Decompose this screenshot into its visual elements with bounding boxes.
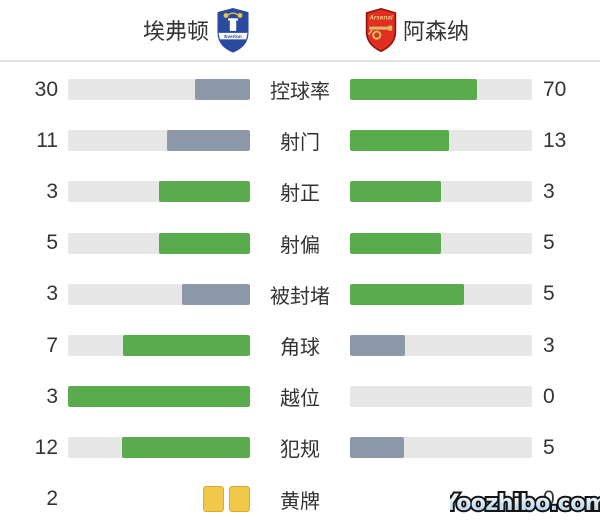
stat-label: 射门	[280, 132, 320, 155]
stat-row-fouls: 12 犯规 5	[0, 422, 600, 473]
home-bar	[68, 386, 250, 408]
home-value: 7	[46, 333, 58, 357]
home-bar-track	[68, 335, 250, 357]
stat-row-shots-off-target: 5 射偏 5	[0, 218, 600, 269]
stat-row-yellow-cards: 2 黄牌 0	[0, 474, 600, 525]
home-team-name: 埃弗顿	[142, 19, 209, 44]
stats-list: 30 控球率 70 11 射门 13 3 射正 3 5 射偏 5 3 被封堵 5…	[0, 62, 600, 525]
home-bar-fill	[68, 386, 250, 408]
away-bar-fill	[350, 232, 441, 254]
away-bar	[350, 335, 532, 357]
home-bar-fill	[195, 79, 250, 101]
away-bar-track	[350, 130, 532, 152]
home-value: 11	[36, 128, 58, 152]
away-bar-fill	[350, 437, 404, 459]
away-bar-track	[350, 335, 532, 357]
home-bar-fill	[122, 335, 250, 357]
stat-label: 黄牌	[280, 490, 320, 513]
home-value: 2	[46, 487, 58, 511]
away-bar	[350, 232, 532, 254]
stat-row-corners: 7 角球 3	[0, 320, 600, 371]
home-bar	[68, 181, 250, 203]
home-bar	[68, 283, 250, 305]
away-bar-fill	[350, 283, 464, 305]
away-team: Arsenal 阿森纳	[364, 0, 469, 60]
away-value: 3	[543, 179, 555, 203]
arsenal-crest-icon: Arsenal	[364, 7, 398, 58]
home-value: 12	[34, 435, 58, 459]
home-bar-fill	[121, 437, 250, 459]
home-bar	[68, 335, 250, 357]
away-bar-fill	[350, 181, 441, 203]
stat-label: 被封堵	[270, 285, 330, 308]
yellow-card-icon	[203, 486, 224, 513]
yellow-card-icon	[229, 486, 250, 513]
away-bar	[350, 437, 532, 459]
away-bar-track	[350, 386, 532, 408]
home-team: 埃弗顿 Everton	[143, 0, 252, 60]
away-value: 5	[543, 231, 555, 255]
stat-row-possession: 30 控球率 70	[0, 64, 600, 115]
home-bar-track	[68, 437, 250, 459]
everton-crest-text: Everton	[224, 33, 242, 38]
stat-label: 角球	[280, 337, 320, 360]
home-value: 5	[46, 231, 58, 255]
stat-label: 犯规	[280, 439, 320, 462]
watermark-text: Yoozhibo.com	[450, 491, 600, 516]
stat-label: 控球率	[270, 81, 330, 104]
stat-row-shots: 11 射门 13	[0, 115, 600, 166]
stat-row-blocked: 3 被封堵 5	[0, 269, 600, 320]
home-yellow-cards	[68, 486, 250, 513]
home-bar-fill	[166, 130, 250, 152]
away-bar	[350, 130, 532, 152]
home-bar-track	[68, 386, 250, 408]
home-bar	[68, 232, 250, 254]
away-bar-fill	[350, 335, 405, 357]
away-value: 5	[543, 282, 555, 306]
home-bar-fill	[159, 232, 250, 254]
home-bar	[68, 130, 250, 152]
home-bar-track	[68, 232, 250, 254]
away-bar-track	[350, 181, 532, 203]
home-value: 3	[46, 282, 58, 306]
arsenal-crest-text: Arsenal	[368, 14, 393, 21]
away-bar-track	[350, 79, 532, 101]
home-bar-track	[68, 79, 250, 101]
stat-row-shots-on-target: 3 射正 3	[0, 166, 600, 217]
stat-label: 射偏	[280, 234, 320, 257]
away-bar-track	[350, 283, 532, 305]
away-value: 3	[543, 333, 555, 357]
home-bar-fill	[159, 181, 250, 203]
everton-crest-icon: Everton	[214, 7, 252, 59]
home-value: 30	[34, 77, 58, 101]
away-bar	[350, 283, 532, 305]
home-bar	[68, 437, 250, 459]
away-value: 0	[543, 384, 555, 408]
stat-label: 越位	[280, 388, 320, 411]
away-team-name: 阿森纳	[403, 19, 470, 44]
home-value: 3	[46, 384, 58, 408]
away-bar-track	[350, 437, 532, 459]
watermark: Yoozhibo.com	[440, 486, 600, 523]
home-bar-fill	[181, 283, 250, 305]
home-bar-track	[68, 181, 250, 203]
away-bar	[350, 386, 532, 408]
away-bar-track	[350, 232, 532, 254]
home-bar-track	[68, 130, 250, 152]
home-bar	[68, 79, 250, 101]
away-bar-fill	[350, 130, 449, 152]
away-value: 70	[543, 77, 567, 101]
stat-row-offsides: 3 越位 0	[0, 371, 600, 422]
away-bar	[350, 181, 532, 203]
away-bar-fill	[350, 79, 478, 101]
home-bar-track	[68, 283, 250, 305]
away-bar	[350, 79, 532, 101]
home-value: 3	[46, 179, 58, 203]
away-value: 5	[543, 435, 555, 459]
stat-label: 射正	[280, 183, 320, 206]
away-value: 13	[543, 128, 567, 152]
match-header: 埃弗顿 Everton Arsenal	[0, 0, 600, 62]
away-value: 0	[543, 487, 555, 511]
